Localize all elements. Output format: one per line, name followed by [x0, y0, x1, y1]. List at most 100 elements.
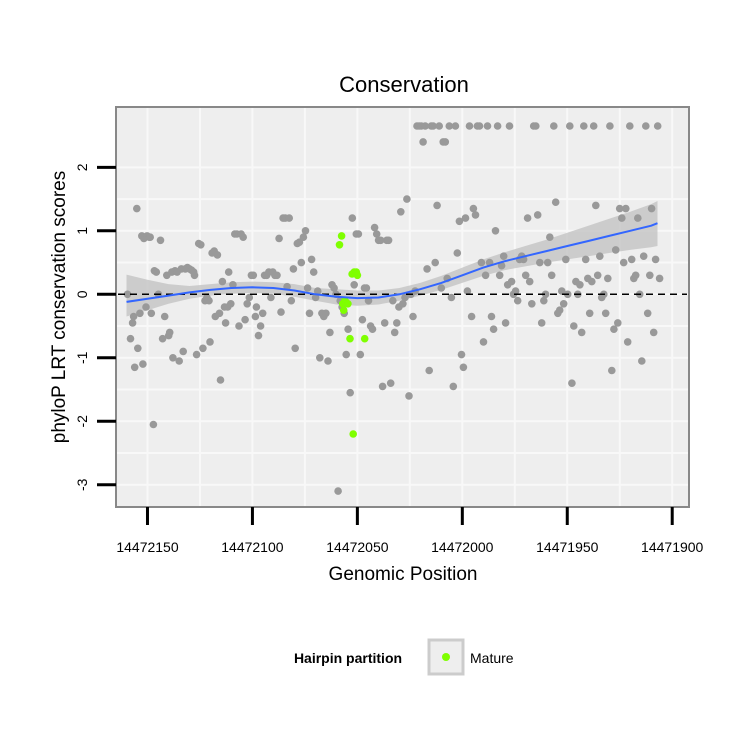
data-point [536, 258, 544, 267]
data-point [483, 122, 492, 130]
data-point [566, 122, 574, 130]
data-point [445, 122, 454, 130]
y-tick-label: 2 [74, 163, 90, 171]
data-point [459, 363, 468, 372]
data-point [653, 122, 662, 130]
data-point [541, 290, 550, 299]
data-point [455, 217, 464, 226]
data-point [149, 420, 158, 429]
data-point [546, 233, 554, 241]
data-point [303, 284, 312, 292]
data-point [551, 198, 560, 206]
data-point [604, 274, 612, 283]
data-point [441, 138, 450, 146]
data-point [368, 325, 377, 334]
data-point [533, 211, 542, 219]
data-point [216, 376, 225, 384]
data-point [273, 271, 281, 280]
data-point [136, 309, 144, 318]
x-tick-label: 14472000 [431, 539, 494, 555]
data-point [221, 319, 230, 327]
data-point [334, 487, 342, 495]
data-point [229, 281, 237, 289]
data-point [129, 312, 138, 321]
data-point [252, 303, 261, 311]
legend: Hairpin partition Mature [294, 638, 514, 676]
x-axis-ticks: 14472150 14472100 14472050 14472000 14471950… [116, 507, 704, 555]
data-point [489, 325, 498, 334]
data-point [423, 265, 431, 273]
legend-title: Hairpin partition [294, 650, 402, 666]
mature-point [335, 241, 344, 249]
data-point [179, 347, 187, 356]
data-point [449, 382, 458, 391]
data-point [324, 357, 332, 365]
data-point [256, 322, 265, 330]
data-point [218, 277, 227, 286]
data-point [622, 204, 630, 213]
data-point [651, 255, 660, 264]
data-point [275, 234, 283, 243]
data-point [606, 122, 614, 130]
data-point [386, 379, 395, 388]
mature-point [353, 271, 362, 280]
data-point [589, 122, 598, 130]
data-point [289, 265, 298, 273]
data-point [346, 388, 355, 397]
data-point [146, 233, 154, 241]
data-point [348, 214, 357, 222]
data-point [128, 319, 137, 327]
data-point [550, 122, 558, 130]
data-point [540, 296, 548, 305]
data-point [251, 312, 260, 321]
data-point [243, 300, 251, 308]
data-point [397, 208, 405, 216]
x-tick-label: 14472150 [116, 539, 179, 555]
data-point [165, 328, 174, 337]
smooth-line [126, 222, 658, 303]
data-point [580, 122, 588, 130]
data-point [618, 214, 626, 222]
data-point [588, 277, 596, 286]
data-point [649, 328, 658, 337]
y-tick-label: -3 [74, 478, 90, 491]
data-point [469, 204, 478, 213]
data-point [158, 334, 167, 343]
data-point [311, 293, 320, 302]
data-point [495, 271, 504, 280]
data-point [499, 252, 508, 260]
data-point [245, 293, 254, 302]
data-point [479, 338, 488, 346]
data-point [497, 261, 506, 270]
data-point [330, 284, 338, 292]
data-point [429, 122, 437, 130]
data-point [608, 366, 616, 375]
data-point [528, 300, 536, 308]
y-tick-label: -2 [74, 415, 90, 428]
data-point [513, 296, 522, 305]
data-point [447, 293, 456, 302]
data-point [197, 241, 205, 249]
data-point [152, 268, 161, 276]
data-point [457, 350, 466, 359]
data-point [370, 223, 379, 232]
data-point [350, 281, 359, 289]
data-point [465, 122, 474, 130]
data-point [537, 319, 546, 327]
data-point [277, 308, 285, 316]
data-point [623, 338, 632, 346]
data-points [123, 122, 664, 495]
data-point [467, 312, 476, 321]
data-point [619, 258, 628, 267]
data-point [505, 122, 514, 130]
data-point [555, 306, 564, 315]
legend-label-mature: Mature [470, 650, 514, 666]
data-point [356, 350, 365, 359]
data-point [425, 366, 434, 375]
data-point [453, 249, 462, 257]
data-point [634, 214, 642, 222]
data-point [175, 357, 183, 365]
data-point [611, 246, 620, 254]
data-point [297, 258, 306, 267]
